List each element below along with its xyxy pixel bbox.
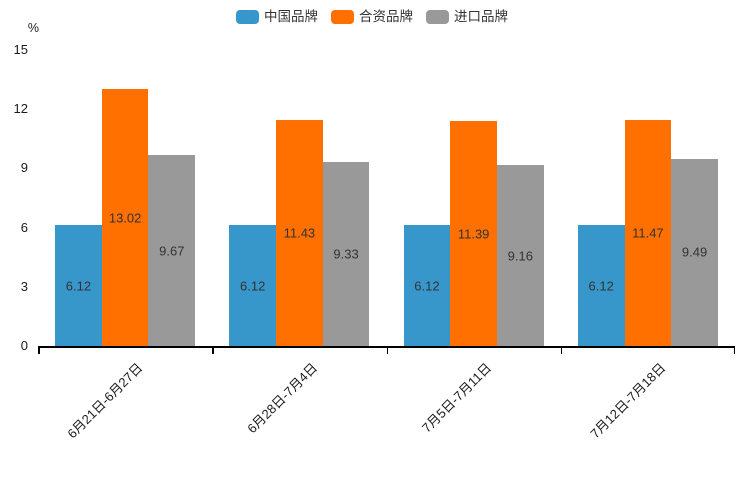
x-axis-tick (212, 348, 214, 354)
x-axis-tick (386, 348, 388, 354)
bar-进口品牌-1[interactable] (148, 155, 196, 346)
legend-label-joint-venture-brand: 合资品牌 (359, 9, 413, 24)
legend-item-joint-venture-brand[interactable]: 合资品牌 (331, 9, 413, 25)
y-axis-unit-label: % (27, 21, 39, 35)
bar-合资品牌-3[interactable] (450, 121, 497, 346)
bar-value-label: 6.12 (240, 278, 266, 294)
y-tick-label: 6 (20, 219, 28, 235)
legend-item-china-brand[interactable]: 中国品牌 (236, 9, 318, 25)
bar-合资品牌-1[interactable] (101, 89, 149, 346)
bar-进口品牌-3[interactable] (496, 165, 544, 346)
legend-item-import-brand[interactable]: 进口品牌 (426, 9, 508, 25)
bar-value-label: 6.12 (65, 278, 92, 294)
bar-value-label: 6.12 (588, 278, 614, 294)
bar-value-label: 11.43 (283, 225, 316, 241)
bar-中国品牌-3[interactable] (403, 225, 451, 346)
bar-value-label: 9.67 (159, 243, 185, 259)
y-tick-label: 0 (20, 338, 28, 353)
legend-label-china-brand: 中国品牌 (264, 9, 318, 24)
plot-area (38, 50, 735, 348)
x-category-label: 6月28日-7月4日 (244, 360, 321, 437)
y-tick-label: 12 (13, 101, 28, 117)
bar-value-label: 9.33 (333, 246, 359, 262)
x-category-label: 7月12日-7月18日 (587, 360, 669, 442)
y-tick-label: 15 (13, 42, 28, 57)
bar-value-label: 11.39 (457, 226, 490, 242)
bar-合资品牌-4[interactable] (624, 119, 672, 346)
legend-swatch-import-brand (426, 10, 449, 24)
bar-value-label: 13.02 (108, 210, 142, 226)
x-category-label: 6月21日-6月27日 (64, 360, 146, 442)
bar-进口品牌-2[interactable] (322, 161, 370, 346)
x-category-label: 7月5日-7月11日 (419, 360, 495, 436)
bar-value-label: 6.12 (414, 278, 440, 294)
x-axis-tick (733, 348, 735, 354)
bar-中国品牌-2[interactable] (229, 225, 276, 346)
bar-value-label: 9.16 (507, 248, 533, 264)
bar-合资品牌-2[interactable] (276, 120, 323, 346)
legend-label-import-brand: 进口品牌 (454, 9, 508, 24)
bar-中国品牌-4[interactable] (577, 225, 625, 346)
legend-swatch-joint-venture-brand (331, 10, 354, 24)
bar-中国品牌-1[interactable] (55, 225, 102, 346)
bar-value-label: 11.47 (632, 225, 664, 241)
bar-进口品牌-4[interactable] (671, 158, 718, 346)
y-tick-label: 3 (20, 278, 28, 294)
y-tick-label: 9 (20, 160, 28, 176)
x-axis-tick (38, 348, 40, 354)
bar-value-label: 9.49 (681, 244, 708, 260)
legend: 中国品牌 合资品牌 进口品牌 (0, 9, 744, 25)
legend-swatch-china-brand (236, 10, 259, 24)
x-axis-tick (560, 348, 563, 354)
